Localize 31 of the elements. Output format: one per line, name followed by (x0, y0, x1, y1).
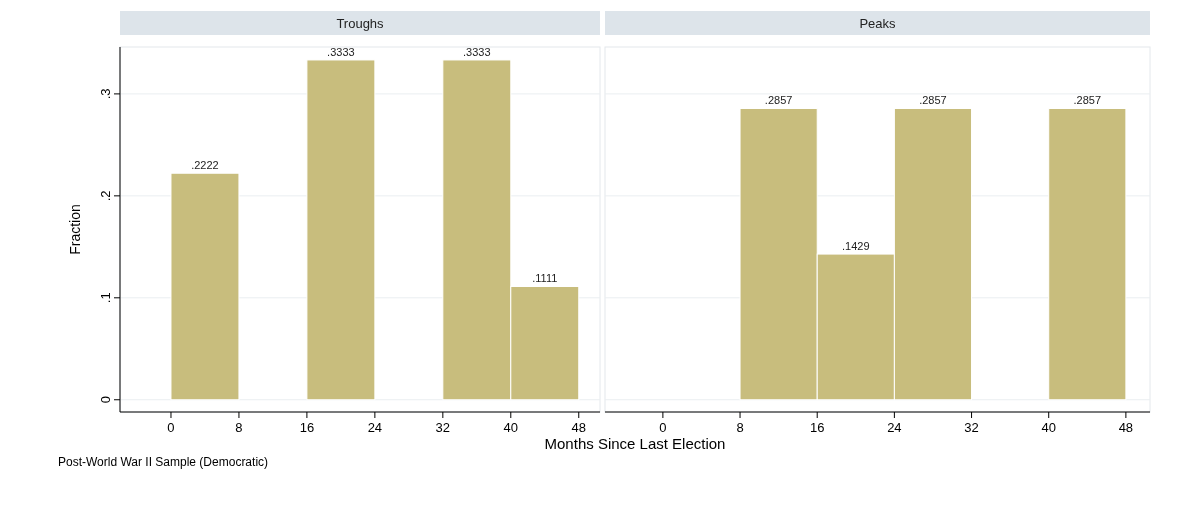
y-tick-label: .2 (98, 190, 113, 202)
y-tick-label: .1 (98, 292, 113, 304)
x-tick-label: 8 (736, 420, 744, 435)
y-axis-title: Fraction (67, 204, 83, 255)
x-tick-label: 24 (887, 420, 902, 435)
data-label: .3333 (463, 45, 491, 58)
y-tick-label: .3 (98, 88, 113, 100)
text: Post-World War II Sample (Democratic) (58, 455, 269, 469)
x-axis-title: Months Since Last Election (544, 435, 726, 452)
x-tick-label: 32 (964, 420, 979, 435)
x-tick-label: 8 (235, 420, 243, 435)
x-tick-label: 16 (299, 420, 315, 435)
x-tick-label: 48 (1118, 420, 1134, 435)
chart-title: Peaks (859, 16, 897, 31)
data-label: .1429 (842, 240, 870, 253)
x-tick-label: 48 (571, 420, 586, 435)
x-tick-label: 16 (809, 420, 825, 435)
x-tick-label: 40 (1041, 420, 1056, 435)
data-label: .1111 (532, 272, 558, 285)
x-tick-label: 32 (435, 420, 451, 435)
data-label: .2222 (191, 159, 219, 172)
x-tick-label: 0 (167, 420, 175, 435)
x-tick-label: 24 (367, 420, 383, 435)
x-tick-label: 40 (503, 420, 519, 435)
chart-title: Troughs (336, 16, 385, 31)
y-tick-label: 0 (98, 396, 113, 404)
data-label: .2857 (919, 94, 947, 107)
data-label: .2857 (1073, 94, 1102, 107)
data-label: .3333 (327, 45, 355, 58)
x-tick-label: 0 (659, 420, 667, 435)
data-label: .2857 (764, 94, 793, 107)
